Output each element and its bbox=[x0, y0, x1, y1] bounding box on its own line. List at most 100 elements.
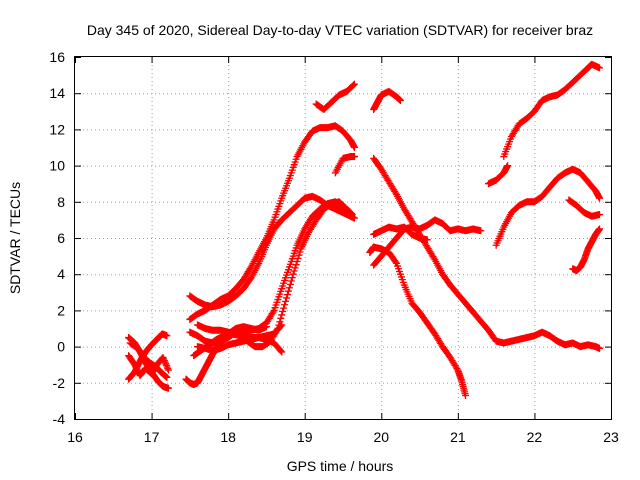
y-tick-label: 6 bbox=[57, 230, 65, 246]
y-tick-label: 8 bbox=[57, 194, 65, 210]
y-tick-label: -2 bbox=[53, 375, 66, 391]
data-point bbox=[294, 254, 302, 262]
x-tick-label: 20 bbox=[373, 429, 389, 445]
y-tick-label: 0 bbox=[57, 339, 65, 355]
data-point bbox=[162, 360, 170, 368]
data-point bbox=[279, 308, 287, 316]
series-track-f bbox=[186, 122, 358, 323]
data-point bbox=[278, 348, 286, 356]
plot-frame bbox=[74, 56, 612, 420]
data-point bbox=[462, 391, 470, 399]
x-tick-label: 16 bbox=[67, 429, 83, 445]
x-axis-label: GPS time / hours bbox=[287, 458, 394, 474]
data-point bbox=[596, 194, 604, 202]
y-tick-label: 16 bbox=[49, 49, 65, 65]
series-track-l bbox=[312, 80, 358, 113]
series-track-u bbox=[492, 165, 604, 249]
data-point bbox=[350, 214, 358, 222]
data-point bbox=[396, 96, 404, 104]
data-point bbox=[159, 353, 167, 361]
y-tick-label: 14 bbox=[49, 85, 65, 101]
data-point bbox=[423, 236, 431, 244]
series-track-r bbox=[370, 223, 431, 244]
data-point bbox=[161, 372, 169, 380]
data-point bbox=[596, 64, 604, 72]
data-point bbox=[164, 366, 172, 374]
data-point bbox=[295, 251, 303, 259]
data-point bbox=[283, 291, 291, 299]
series-track-h bbox=[186, 198, 355, 347]
x-tick-label: 21 bbox=[450, 429, 466, 445]
data-point bbox=[277, 347, 285, 355]
data-point bbox=[350, 80, 358, 88]
x-tick-label: 19 bbox=[297, 429, 313, 445]
data-point bbox=[350, 81, 358, 89]
data-point bbox=[160, 355, 168, 363]
data-point bbox=[596, 225, 604, 233]
data-point bbox=[284, 287, 292, 295]
data-point bbox=[164, 365, 172, 373]
data-point bbox=[278, 321, 286, 329]
data-point bbox=[282, 297, 290, 305]
data-point bbox=[162, 373, 170, 381]
data-point bbox=[160, 357, 168, 365]
data-point bbox=[163, 363, 171, 371]
data-point bbox=[287, 277, 295, 285]
y-tick-labels: -4 -2 0 2 4 6 8 10 12 14 16 bbox=[49, 49, 65, 427]
data-point bbox=[285, 284, 293, 292]
data-point bbox=[293, 258, 301, 266]
data-point bbox=[291, 264, 299, 272]
x-tick-label: 23 bbox=[603, 429, 619, 445]
y-tick-label: 12 bbox=[49, 121, 65, 137]
series-track-p bbox=[366, 243, 470, 399]
series-track-g bbox=[186, 192, 358, 311]
data-point bbox=[596, 344, 604, 352]
data-point bbox=[477, 227, 485, 235]
x-tick-label: 18 bbox=[220, 429, 236, 445]
data-point bbox=[289, 270, 297, 278]
data-point bbox=[162, 361, 170, 369]
series-track-t bbox=[500, 60, 604, 161]
data-point bbox=[348, 210, 356, 218]
y-tick-label: 2 bbox=[57, 302, 65, 318]
series-track-n bbox=[370, 87, 404, 113]
series-track-q bbox=[370, 216, 485, 269]
data-point bbox=[163, 373, 171, 381]
data-point bbox=[283, 294, 291, 302]
data-point bbox=[350, 153, 358, 161]
data-point bbox=[286, 280, 294, 288]
x-tick-label: 17 bbox=[144, 429, 160, 445]
data-point bbox=[161, 358, 169, 366]
y-tick-label: 10 bbox=[49, 158, 65, 174]
data-point bbox=[281, 301, 289, 309]
series-track-c bbox=[125, 330, 171, 383]
y-tick-label: 4 bbox=[57, 266, 65, 282]
data-point bbox=[290, 267, 298, 275]
data-point bbox=[504, 162, 512, 170]
data-point bbox=[596, 210, 604, 218]
series-track-o bbox=[370, 154, 604, 352]
data-point bbox=[292, 261, 300, 269]
series-track-s bbox=[484, 162, 512, 188]
data-point bbox=[278, 311, 286, 319]
data-marks bbox=[125, 60, 604, 399]
series-track-v bbox=[565, 196, 604, 220]
data-point bbox=[269, 308, 277, 316]
data-point bbox=[277, 314, 285, 322]
series-track-w bbox=[569, 225, 604, 275]
x-tick-labels: 16 17 18 19 20 21 22 23 bbox=[67, 429, 619, 445]
y-axis-label: SDTVAR / TECUs bbox=[7, 182, 23, 294]
data-point bbox=[163, 332, 171, 340]
data-point bbox=[277, 322, 285, 330]
x-tick-label: 22 bbox=[527, 429, 543, 445]
series-track-m bbox=[331, 153, 358, 177]
data-point bbox=[347, 209, 355, 217]
y-tick-label: -4 bbox=[53, 411, 66, 427]
data-point bbox=[392, 258, 400, 266]
series-track-d bbox=[126, 339, 171, 381]
data-point bbox=[296, 248, 304, 256]
data-point bbox=[288, 274, 296, 282]
data-point bbox=[164, 384, 172, 392]
series-track-k bbox=[194, 321, 286, 342]
